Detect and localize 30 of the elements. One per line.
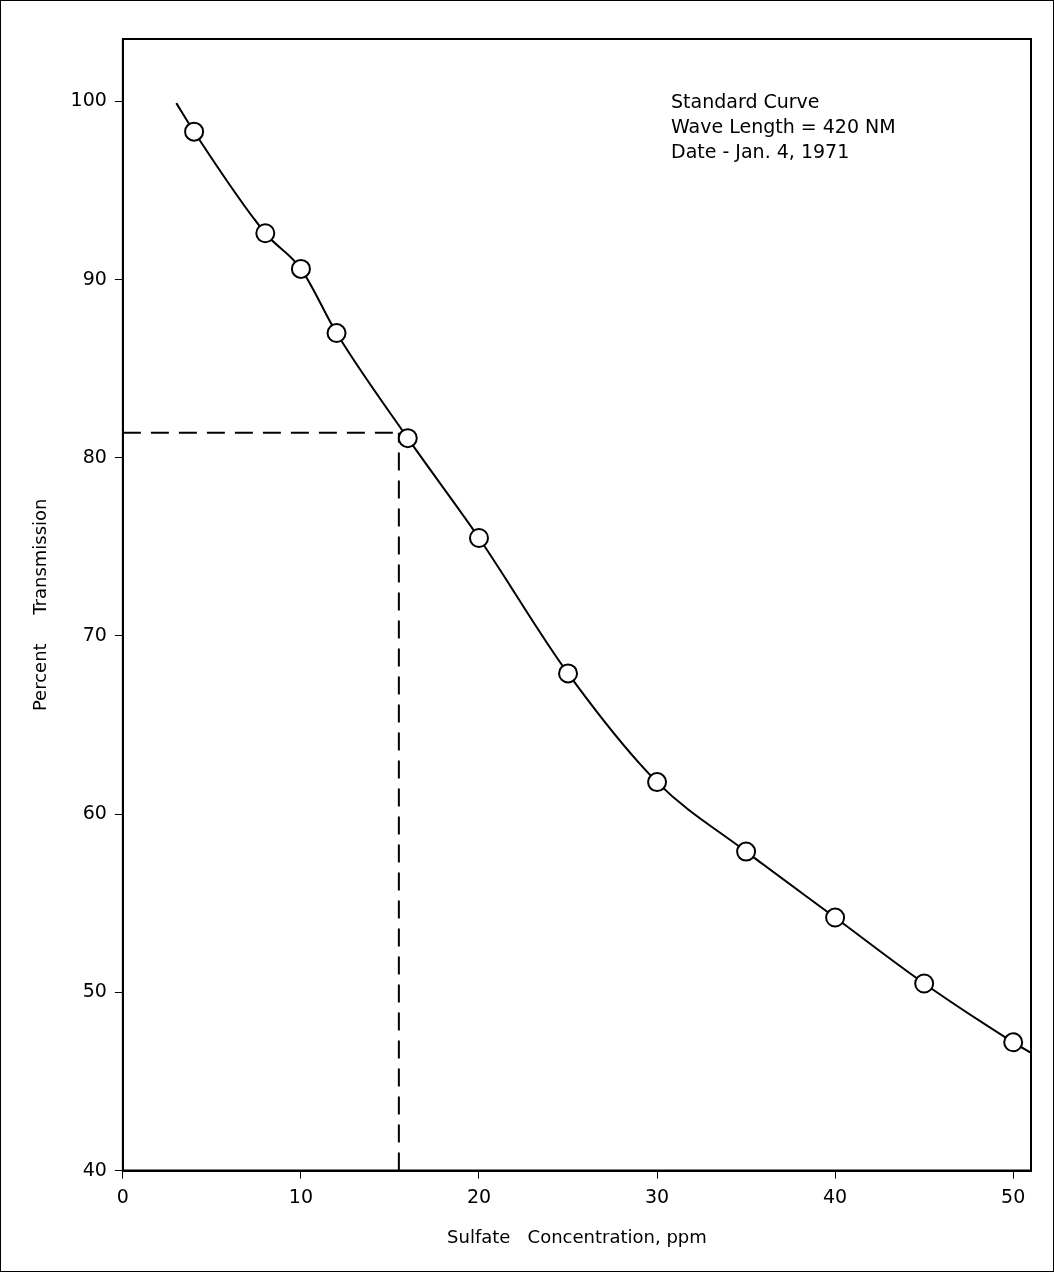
annotation: Wave Length = 420 NM	[671, 114, 896, 139]
x-tick-label: 30	[644, 1184, 670, 1207]
point	[825, 907, 846, 928]
point	[290, 258, 311, 279]
annotation: Date - Jan. 4, 1971	[671, 139, 851, 164]
y-axis-title: Percent Transmission	[29, 498, 51, 712]
y-tick-label: 90	[82, 266, 107, 289]
point	[1003, 1032, 1024, 1053]
x-tick-label: 20	[466, 1184, 492, 1207]
annotation: Standard Curve	[671, 89, 821, 114]
x-tick-label: 10	[288, 1184, 314, 1207]
y-tick-label: 80	[82, 444, 107, 467]
y-tick-label: 100	[70, 88, 107, 111]
point	[736, 841, 757, 862]
x-axis-title: Sulfate Concentration, ppm	[447, 1225, 707, 1247]
y-tick-label: 70	[82, 622, 107, 645]
point	[255, 223, 276, 244]
point	[558, 663, 579, 684]
x-tick-label: 50	[1001, 1184, 1026, 1207]
y-tick-label: 50	[82, 979, 107, 1002]
x-tick-label: 40	[823, 1184, 848, 1207]
point	[914, 973, 935, 994]
point	[184, 121, 205, 142]
point	[326, 323, 347, 344]
point	[469, 527, 489, 548]
point	[397, 428, 418, 449]
x-tick-label: 0	[116, 1184, 129, 1207]
y-tick-label: 60	[82, 801, 107, 824]
y-tick-label: 40	[82, 1157, 107, 1180]
point	[647, 772, 668, 793]
